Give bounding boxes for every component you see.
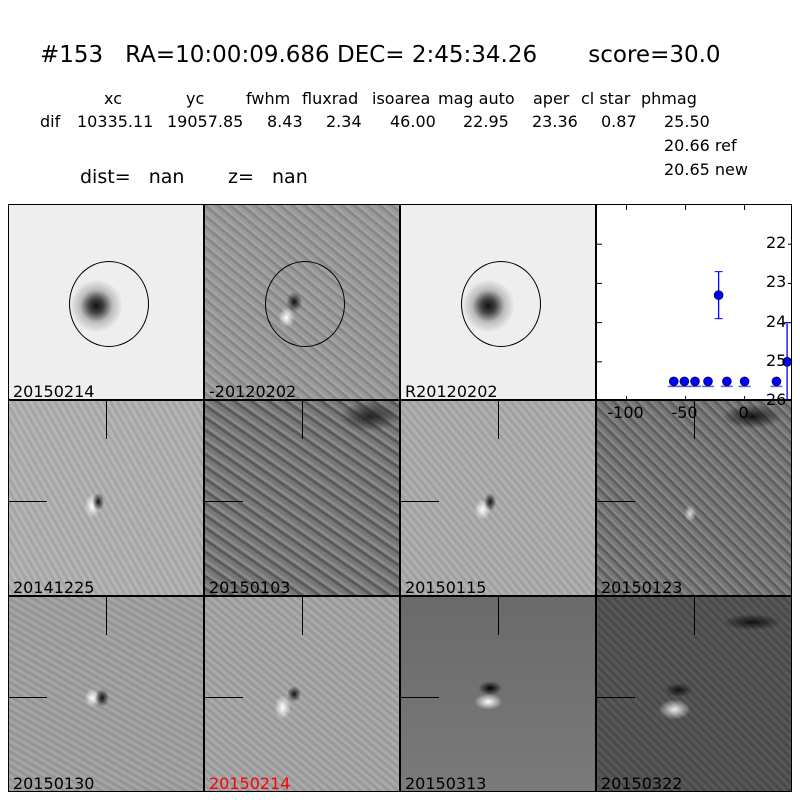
image-panel: 20150313 [400, 596, 596, 792]
column-header: fwhm [246, 89, 291, 108]
data-point [690, 376, 700, 387]
x-tick-label: -50 [671, 403, 698, 422]
crosshair-horizontal [401, 501, 439, 503]
y-tick-label: 24 [766, 311, 787, 331]
crosshair-vertical [302, 597, 304, 635]
data-point [722, 376, 732, 387]
aperture-circle [265, 261, 345, 347]
x-tick-label: 0 [738, 403, 749, 422]
column-header: mag auto [438, 89, 515, 108]
image-panel: 20150322 [596, 596, 792, 792]
crosshair-vertical [694, 597, 696, 635]
data-point [679, 376, 690, 387]
panel-label: 20150313 [405, 774, 487, 792]
image-panel: 20150123 [596, 400, 792, 596]
crosshair-vertical [694, 401, 696, 439]
data-point [782, 357, 791, 367]
crosshair-vertical [302, 401, 304, 439]
column-value: 19057.85 [167, 112, 244, 131]
light-curve-svg [597, 205, 791, 399]
x-tick-label: -100 [607, 403, 644, 422]
panel-label: 20150322 [601, 774, 683, 792]
aperture-circle [69, 261, 149, 347]
crosshair-vertical [498, 401, 500, 439]
crosshair-horizontal [205, 697, 243, 699]
data-point [668, 376, 679, 387]
ref-mag: 20.66 ref [664, 136, 737, 155]
new-mag: 20.65 new [664, 160, 748, 179]
crosshair-horizontal [401, 697, 439, 699]
column-header: yc [186, 89, 205, 108]
data-point [703, 376, 713, 387]
column-value: 23.36 [532, 112, 578, 131]
column-value: 10335.11 [77, 112, 154, 131]
dist-value: dist= nan [80, 166, 185, 188]
column-header: phmag [641, 89, 697, 108]
figure-title: #153 RA=10:00:09.686 DEC= 2:45:34.26 sco… [40, 42, 721, 68]
image-panel: 20150214 [204, 596, 400, 792]
data-point [739, 376, 750, 387]
column-value: 8.43 [267, 112, 303, 131]
crosshair-horizontal [9, 697, 47, 699]
z-value: z= nan [228, 166, 308, 188]
panel-label: 20150103 [209, 578, 291, 596]
panel-label: R20120202 [405, 382, 498, 400]
panel-label: 20150130 [13, 774, 95, 792]
panel-label: 20150115 [405, 578, 487, 596]
image-panel: -20120202 [204, 204, 400, 400]
panel-label: -20120202 [209, 382, 297, 400]
data-point [713, 290, 724, 300]
aperture-circle [461, 261, 541, 347]
column-value: 25.50 [664, 112, 710, 131]
column-header: fluxrad [302, 89, 359, 108]
image-panel: 20150214 [8, 204, 204, 400]
row-label: dif [40, 112, 61, 131]
column-value: 0.87 [601, 112, 637, 131]
column-header: xc [104, 89, 122, 108]
crosshair-horizontal [597, 501, 635, 503]
image-panel: 20150115 [400, 400, 596, 596]
crosshair-horizontal [597, 697, 635, 699]
crosshair-vertical [106, 597, 108, 635]
y-tick-label: 26 [766, 390, 787, 409]
column-header: isoarea [372, 89, 431, 108]
image-panel: 20150103 [204, 400, 400, 596]
column-header: cl star [581, 89, 631, 108]
panel-label: 20150214 [13, 382, 95, 400]
panel-label: 20150214 [209, 774, 291, 792]
y-tick-label: 22 [766, 233, 787, 253]
y-tick-label: 25 [766, 350, 787, 370]
column-value: 46.00 [390, 112, 436, 131]
crosshair-vertical [106, 401, 108, 439]
panel-label: 20150123 [601, 578, 683, 596]
light-curve-plot [596, 204, 792, 400]
crosshair-horizontal [9, 501, 47, 503]
image-panel: 20141225 [8, 400, 204, 596]
crosshair-vertical [498, 597, 500, 635]
y-tick-label: 23 [766, 272, 787, 292]
column-header: aper [533, 89, 570, 108]
column-value: 22.95 [463, 112, 509, 131]
image-panel: R20120202 [400, 204, 596, 400]
data-point [771, 376, 782, 387]
column-value: 2.34 [326, 112, 362, 131]
image-panel: 20150130 [8, 596, 204, 792]
crosshair-horizontal [205, 501, 243, 503]
panel-label: 20141225 [13, 578, 95, 596]
